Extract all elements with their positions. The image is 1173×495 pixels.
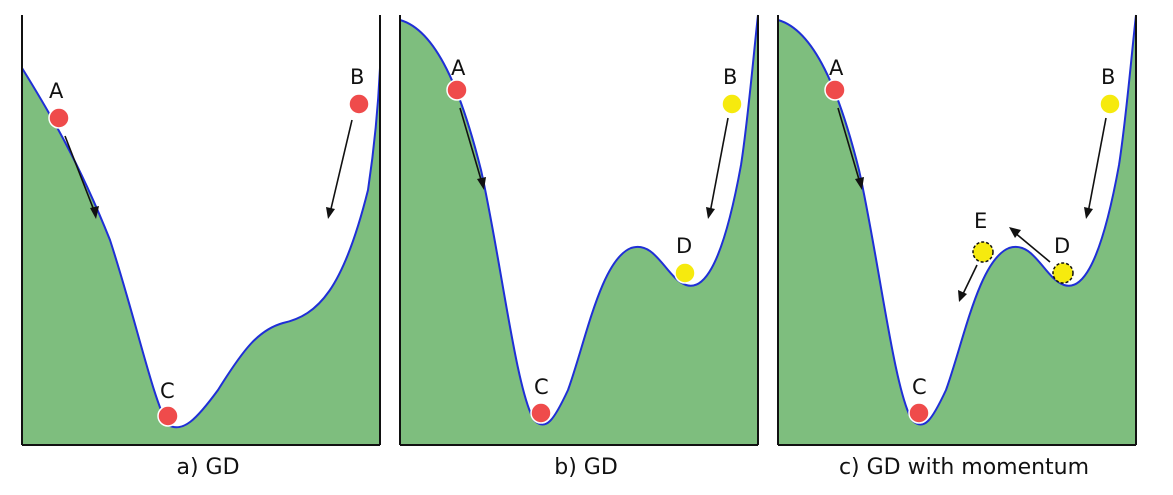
panel-c: A B C D E c) GD with momentum [774,0,1154,495]
panel-a-caption: a) GD [176,455,240,480]
ball-a [824,79,846,101]
panel-b: A B C D b) GD [396,0,776,495]
label-a: A [829,56,844,80]
loss-landscape-fill [778,15,1136,445]
arrow-a-to-c [459,107,483,184]
arrow-b-to-d [1087,117,1107,214]
loss-landscape-curve [399,14,759,426]
arrow-d-up [1013,231,1051,263]
arrow-d-up-head [1009,227,1021,238]
ball-a [48,107,70,129]
ball-b [348,93,370,115]
arrow-b-to-c [329,119,353,214]
arrow-a-to-c [837,107,861,184]
label-c: C [912,375,927,399]
label-b: B [1101,65,1115,89]
arrow-a-head [477,177,486,190]
panel-c-caption: c) GD with momentum [838,455,1090,480]
arrow-b-head [706,207,715,219]
label-c: C [160,379,175,403]
arrow-b-to-d [709,117,729,214]
panel-b-caption: b) GD [554,455,618,480]
panel-a-plot: A B C [21,15,381,446]
panel-b-plot: A B C D [399,14,759,446]
loss-landscape-curve [21,67,381,429]
panel-a: A B C a) GD [18,0,398,495]
loss-landscape-fill [22,68,380,445]
arrow-a-head [855,177,864,190]
arrow-b-head [326,207,335,219]
label-c: C [534,375,549,399]
ball-c [530,402,552,424]
ball-d [674,262,696,284]
arrow-b-head [1084,207,1093,219]
label-a: A [451,56,466,80]
label-a: A [49,79,64,103]
label-e: E [974,209,987,233]
label-b: B [350,65,364,89]
ball-b [721,93,743,115]
arrow-e-down [961,264,978,297]
arrow-a-to-c [64,135,96,214]
ball-b [1099,93,1121,115]
ball-d [1052,262,1074,284]
arrow-e-down-head [958,290,967,302]
panel-c-plot: A B C D E [777,14,1137,446]
arrow-a-head [90,206,99,219]
label-b: B [723,65,737,89]
label-d: D [1054,234,1070,258]
label-d: D [676,234,692,258]
ball-c [157,405,179,427]
loss-landscape-fill [400,15,758,445]
loss-landscape-curve [777,14,1137,426]
ball-a [446,79,468,101]
ball-e [972,241,994,263]
ball-c [908,402,930,424]
